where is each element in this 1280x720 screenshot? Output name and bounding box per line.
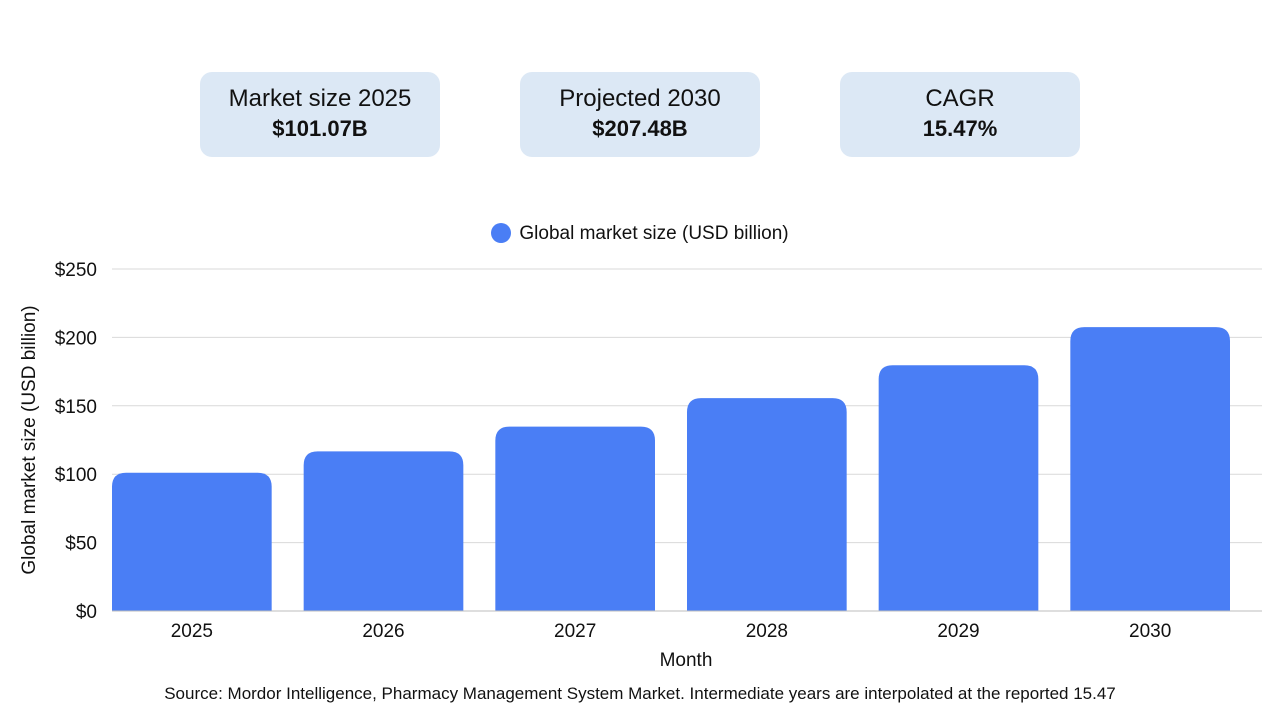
y-tick-label: $200 <box>55 328 97 349</box>
kpi-value: $101.07B <box>272 116 368 141</box>
bar-2030 <box>1070 327 1230 611</box>
y-axis-label: Global market size (USD billion) <box>19 305 40 574</box>
kpi-label: Market size 2025 <box>228 85 412 112</box>
kpi-card-projected: Projected 2030 $207.48B <box>520 72 760 157</box>
bar-2025 <box>112 472 272 611</box>
kpi-card-cagr: CAGR 15.47% <box>840 72 1080 157</box>
y-tick-label: $50 <box>65 534 97 555</box>
kpi-label: CAGR <box>925 85 995 112</box>
bar-2027 <box>495 426 655 611</box>
kpi-card-market-size: Market size 2025 $101.07B <box>200 72 440 157</box>
x-tick-label: 2027 <box>554 621 596 642</box>
x-tick-label: 2030 <box>1129 621 1171 642</box>
bar-2028 <box>687 398 847 611</box>
y-tick-label: $250 <box>55 260 97 281</box>
legend-marker-icon <box>491 223 512 243</box>
bar-2026 <box>303 451 464 611</box>
y-tick-label: $100 <box>55 465 97 486</box>
x-tick-label: 2026 <box>362 621 404 642</box>
y-tick-label: $150 <box>55 397 97 418</box>
legend-label: Global market size (USD billion) <box>519 223 789 244</box>
x-axis-label: Month <box>660 650 713 671</box>
source-note: Source: Mordor Intelligence, Pharmacy Ma… <box>164 684 1116 703</box>
x-tick-label: 2025 <box>171 621 213 642</box>
x-tick-label: 2029 <box>937 621 979 642</box>
kpi-value: $207.48B <box>592 116 688 141</box>
kpi-value: 15.47% <box>922 116 998 141</box>
chart-legend: Global market size (USD billion) <box>0 222 1280 246</box>
y-tick-label: $0 <box>76 602 97 623</box>
bar-2029 <box>878 365 1039 611</box>
kpi-label: Projected 2030 <box>559 85 721 112</box>
x-tick-label: 2028 <box>746 621 788 642</box>
